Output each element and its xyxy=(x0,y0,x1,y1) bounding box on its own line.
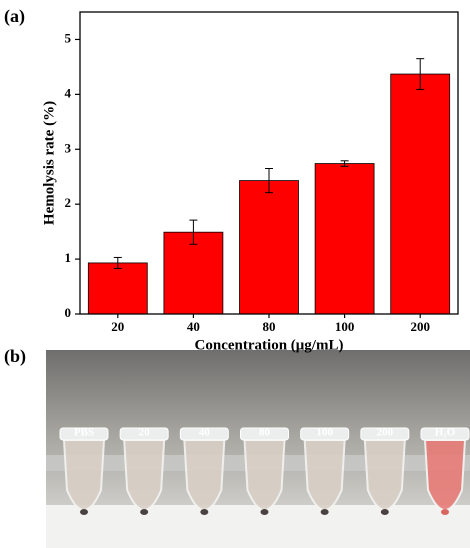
tube-cap xyxy=(420,427,470,441)
pellet xyxy=(380,509,389,515)
bar xyxy=(314,163,375,315)
tube-cap xyxy=(119,427,169,441)
pellet xyxy=(80,509,88,515)
panel-label: (a) xyxy=(4,6,25,27)
x-axis-title: Concentration (μg/mL) xyxy=(195,337,344,353)
tube-cap xyxy=(179,427,229,441)
bar xyxy=(390,73,451,315)
photo: PBS 20 40 80 100 200 H₂O xyxy=(46,350,470,548)
y-tick-label: 3 xyxy=(65,140,72,155)
pellet xyxy=(200,509,209,515)
y-axis-title: Hemolysis rate (%) xyxy=(41,101,57,225)
x-tick-label: 200 xyxy=(410,319,430,334)
tube-label: 200 xyxy=(377,427,394,439)
y-tick-label: 5 xyxy=(65,30,72,45)
tube-label: 100 xyxy=(316,427,333,439)
x-tick-label: 40 xyxy=(187,319,200,334)
plot-frame xyxy=(79,11,459,315)
tube-cap xyxy=(240,427,289,441)
tube-cap xyxy=(59,427,109,441)
y-tick-label: 1 xyxy=(65,250,72,265)
pellet xyxy=(320,509,329,515)
bar xyxy=(239,180,299,315)
tube-label: PBS xyxy=(74,427,94,439)
panel-label: (b) xyxy=(4,346,26,367)
y-tick-label: 0 xyxy=(65,305,72,320)
tube-cap xyxy=(300,427,350,441)
y-tick-label: 4 xyxy=(65,85,72,100)
tube-label: 40 xyxy=(199,427,211,439)
pellet xyxy=(140,509,149,515)
x-tick-label: 100 xyxy=(335,319,355,334)
tube-label: 80 xyxy=(259,427,271,439)
table xyxy=(46,505,470,548)
tube-label: 20 xyxy=(139,427,151,439)
x-tick-label: 80 xyxy=(263,319,276,334)
bar xyxy=(87,262,148,315)
bar xyxy=(163,231,224,315)
y-tick-label: 2 xyxy=(65,195,72,210)
tube-label: H₂O xyxy=(435,427,456,439)
tube-cap xyxy=(360,427,410,441)
pellet xyxy=(441,509,449,515)
pellet xyxy=(260,509,269,515)
x-tick-label: 20 xyxy=(111,319,124,334)
